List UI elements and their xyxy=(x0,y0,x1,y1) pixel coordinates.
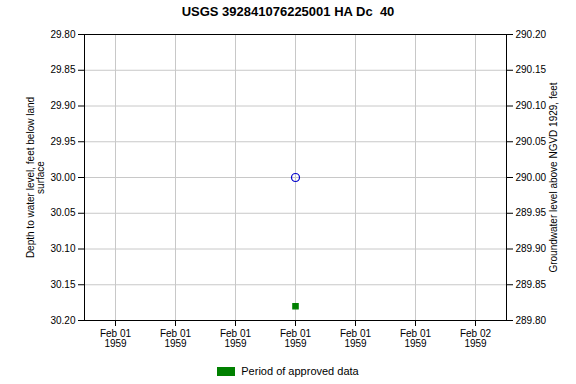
svg-text:290.10: 290.10 xyxy=(516,100,547,111)
svg-text:290.00: 290.00 xyxy=(516,172,547,183)
svg-text:30.15: 30.15 xyxy=(50,279,75,290)
svg-text:29.80: 29.80 xyxy=(50,29,75,40)
svg-text:289.95: 289.95 xyxy=(516,207,547,218)
svg-text:289.80: 289.80 xyxy=(516,315,547,326)
svg-text:Feb 011959: Feb 011959 xyxy=(160,328,192,349)
svg-text:Feb 021959: Feb 021959 xyxy=(460,328,492,349)
svg-text:289.85: 289.85 xyxy=(516,279,547,290)
svg-text:290.05: 290.05 xyxy=(516,136,547,147)
svg-text:290.20: 290.20 xyxy=(516,29,547,40)
svg-text:29.90: 29.90 xyxy=(50,100,75,111)
svg-text:30.20: 30.20 xyxy=(50,315,75,326)
svg-text:29.85: 29.85 xyxy=(50,64,75,75)
svg-text:289.90: 289.90 xyxy=(516,243,547,254)
svg-text:Groundwater level above NGVD 1: Groundwater level above NGVD 1929, feet xyxy=(548,82,559,272)
svg-text:290.15: 290.15 xyxy=(516,64,547,75)
svg-text:30.00: 30.00 xyxy=(50,172,75,183)
svg-text:Feb 011959: Feb 011959 xyxy=(100,328,132,349)
svg-text:30.05: 30.05 xyxy=(50,207,75,218)
svg-text:Depth to water level, feet bel: Depth to water level, feet below landsur… xyxy=(25,97,46,258)
svg-text:29.95: 29.95 xyxy=(50,136,75,147)
svg-text:Feb 011959: Feb 011959 xyxy=(400,328,432,349)
svg-text:Feb 011959: Feb 011959 xyxy=(280,328,312,349)
svg-text:Feb 011959: Feb 011959 xyxy=(220,328,252,349)
svg-text:Feb 011959: Feb 011959 xyxy=(340,328,372,349)
html-text:USGS 392841076225001 HA Dc 40: USGS 392841076225001 HA Dc 40 xyxy=(181,4,395,19)
html-text:Period of approved data: Period of approved data xyxy=(241,365,359,377)
svg-text:30.10: 30.10 xyxy=(50,243,75,254)
